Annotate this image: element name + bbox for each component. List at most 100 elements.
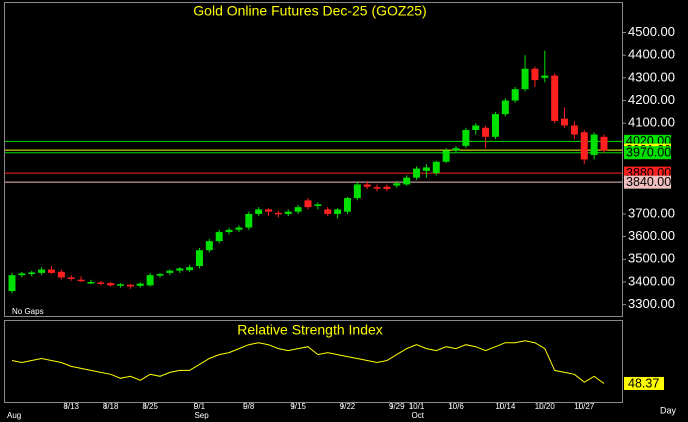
candle-body [284,211,292,214]
y-tick-label: 4500.00 [628,24,675,39]
candle-body [117,284,125,286]
candle-body [176,268,184,271]
candle-body [521,68,529,90]
level-box [624,175,671,189]
x-tick-label: 10/1 [409,402,425,411]
x-tick-label: 10/20 [535,402,556,411]
indicator-panel [4,320,623,403]
candle-body [136,283,144,286]
x-tick-label: 10/14 [495,402,516,411]
candle-body [343,198,351,212]
candle-body [561,118,569,126]
candle-body [531,68,539,81]
candle-body [511,89,519,101]
candle-body [67,277,75,279]
candle-body [353,184,361,199]
candle-body [413,168,421,178]
candle-body [491,114,499,137]
candle-body [324,209,332,214]
candle-body [97,282,105,284]
candle-body [186,267,194,271]
x-tick-label: 10/6 [448,402,464,411]
candle-body [373,187,381,189]
candle-body [363,184,371,187]
candle-body [294,207,302,212]
candle-body [205,241,213,251]
candle-body [452,148,460,151]
candle-body [126,284,134,287]
candle-body [422,167,430,171]
candle-body [442,150,450,162]
x-tick-label: 9/22 [340,402,356,411]
indicator-value-label: 48.37 [628,376,659,390]
candle-body [472,125,480,131]
y-tick-label: 3300.00 [628,296,675,311]
candle-body [18,273,26,276]
x-tick-label: 8/18 [103,402,119,411]
y-tick-label: 4200.00 [628,92,675,107]
candle-body [403,177,411,185]
x-unit: Day [660,405,677,415]
candle-body [482,127,490,137]
x-tick-label: 9/1 [194,402,206,411]
candle-body [314,204,322,206]
candle-body [570,125,578,135]
candle-body [255,209,263,214]
candle-body [235,227,243,230]
level-label: 3970.00 [626,145,671,159]
x-tick-label: 8/13 [63,402,79,411]
candle-body [28,272,36,275]
candle-body [265,209,273,212]
candle-body [274,212,282,215]
x-tick-label: 9/15 [290,402,306,411]
candle-body [580,132,588,160]
chart-title: Gold Online Futures Dec-25 (GOZ25) [193,3,426,19]
y-tick-label: 4300.00 [628,69,675,84]
candle-body [8,275,16,292]
candle-body [501,100,509,115]
candle-body [462,130,470,146]
footnote: No Gaps [12,307,44,316]
y-tick-label: 4100.00 [628,115,675,130]
indicator-value-box [624,376,664,390]
y-tick-label: 3500.00 [628,251,675,266]
level-box [624,146,671,160]
candle-body [156,274,164,276]
candle-body [195,250,203,267]
candle-body [590,134,598,155]
x-tick-label: 9/8 [243,402,255,411]
x-tick-label: 10/27 [574,402,595,411]
y-tick-label: 4400.00 [628,47,675,62]
level-label: 3840.00 [626,175,671,189]
candle-body [551,75,559,121]
candle-body [304,200,312,208]
candle-body [47,269,55,273]
candle-body [225,229,233,233]
candle-body [107,283,115,286]
candle-body [166,270,174,273]
price-panel [4,2,623,317]
candle-body [393,183,401,186]
y-tick-label: 3400.00 [628,273,675,288]
candle-body [245,213,253,228]
indicator-line [11,340,605,384]
candle-body [57,271,65,278]
y-tick-label: 3700.00 [628,205,675,220]
candle-body [383,186,391,189]
candle-body [215,232,223,242]
candle-body [432,161,440,174]
candle-body [77,279,85,282]
x-tick-label: 9/29 [389,402,405,411]
y-tick-label: 3600.00 [628,228,675,243]
indicator-title: Relative Strength Index [237,322,383,338]
candle-body [334,209,342,214]
candle-body [146,275,154,286]
month-label: Sep [194,411,209,420]
candle-body [38,269,46,273]
month-label: Oct [412,411,425,420]
candle-body [600,136,608,151]
month-label: Aug [7,411,21,420]
candle-body [541,75,549,78]
candle-body [87,281,95,284]
